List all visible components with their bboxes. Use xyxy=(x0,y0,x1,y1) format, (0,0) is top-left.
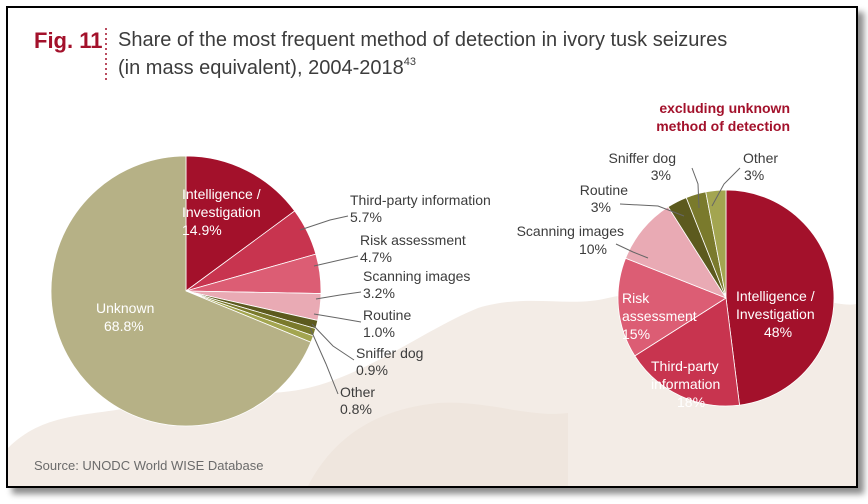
leader-sniffer-dog xyxy=(311,323,355,361)
sub-value-sniffer: 3% xyxy=(651,167,671,183)
label-third-party: Third-party information xyxy=(350,192,491,208)
sub-leader-sniffer xyxy=(691,167,700,209)
label-intelligence-line1: Intelligence / xyxy=(182,186,261,202)
label-risk-assessment: Risk assessment xyxy=(360,232,466,248)
sub-slice-intelligence-investigation xyxy=(725,189,835,406)
sub-value-intelligence: 48% xyxy=(764,324,792,340)
value-routine: 1.0% xyxy=(363,324,395,340)
sub-label-risk-line1: Risk xyxy=(622,290,650,306)
sub-leader-other xyxy=(711,167,741,207)
leader-third-party xyxy=(299,215,349,231)
leader-other xyxy=(309,327,339,395)
value-third-party: 5.7% xyxy=(350,209,382,225)
value-intelligence: 14.9% xyxy=(182,222,222,238)
label-unknown: Unknown xyxy=(96,300,154,316)
sub-label-scanning: Scanning images xyxy=(517,223,624,239)
sub-label-third-party-line1: Third-party xyxy=(651,358,719,374)
figure-frame: Fig. 11 Share of the most frequent metho… xyxy=(6,6,858,488)
source-note: Source: UNODC World WISE Database xyxy=(34,458,264,473)
sub-value-other: 3% xyxy=(744,167,764,183)
value-other: 0.8% xyxy=(340,401,372,417)
sub-leader-routine xyxy=(619,203,685,217)
figure-title-line1: Share of the most frequent method of det… xyxy=(118,29,727,51)
sub-label-risk-line2: assessment xyxy=(622,308,697,324)
label-routine: Routine xyxy=(363,307,411,323)
sub-slice-third-party-information xyxy=(634,297,740,407)
sub-value-scanning: 10% xyxy=(579,241,607,257)
secondary-title-line1: excluding unknown xyxy=(659,100,790,116)
leader-scanning-images xyxy=(315,291,362,300)
value-sniffer-dog: 0.9% xyxy=(356,362,388,378)
pie-all-methods-labels: Intelligence / Investigation 14.9% Unkno… xyxy=(96,186,491,417)
sub-label-intelligence-line1: Intelligence / xyxy=(736,288,815,304)
sub-leader-scanning xyxy=(615,243,649,259)
sub-slice-other xyxy=(705,189,727,299)
value-scanning-images: 3.2% xyxy=(363,285,395,301)
main-slice-unknown xyxy=(50,155,312,427)
label-scanning-images: Scanning images xyxy=(363,268,470,284)
label-other: Other xyxy=(340,384,375,400)
sub-label-other: Other xyxy=(743,150,778,166)
footnote-ref: 43 xyxy=(404,56,416,68)
leader-risk-assessment xyxy=(313,255,359,267)
value-risk-assessment: 4.7% xyxy=(360,249,392,265)
figure-label: Fig. 11 xyxy=(34,28,102,53)
sub-slice-risk-assessment xyxy=(617,257,727,357)
sub-value-third-party: 18% xyxy=(677,394,705,410)
pie-excluding-unknown xyxy=(617,189,835,407)
pie-excluding-unknown-labels: Intelligence / Investigation 48% Third-p… xyxy=(517,150,815,410)
chart-canvas: Fig. 11 Share of the most frequent metho… xyxy=(8,28,856,486)
label-intelligence-line2: Investigation xyxy=(182,204,261,220)
sub-value-routine: 3% xyxy=(591,199,611,215)
pie-all-methods xyxy=(50,155,322,427)
sub-value-risk: 15% xyxy=(622,326,650,342)
sub-label-third-party-line2: information xyxy=(651,376,720,392)
sub-label-sniffer: Sniffer dog xyxy=(609,150,676,166)
main-slice-intelligence-investigation xyxy=(185,155,296,292)
secondary-title-line2: method of detection xyxy=(656,118,790,134)
label-sniffer-dog: Sniffer dog xyxy=(356,345,423,361)
leader-routine xyxy=(313,313,362,323)
sub-label-routine: Routine xyxy=(580,182,628,198)
figure-title-text: (in mass equivalent), 2004-2018 xyxy=(118,57,404,79)
figure-title-line2: (in mass equivalent), 2004-201843 xyxy=(118,56,416,79)
sub-label-intelligence-line2: Investigation xyxy=(736,306,815,322)
value-unknown: 68.8% xyxy=(104,318,144,334)
